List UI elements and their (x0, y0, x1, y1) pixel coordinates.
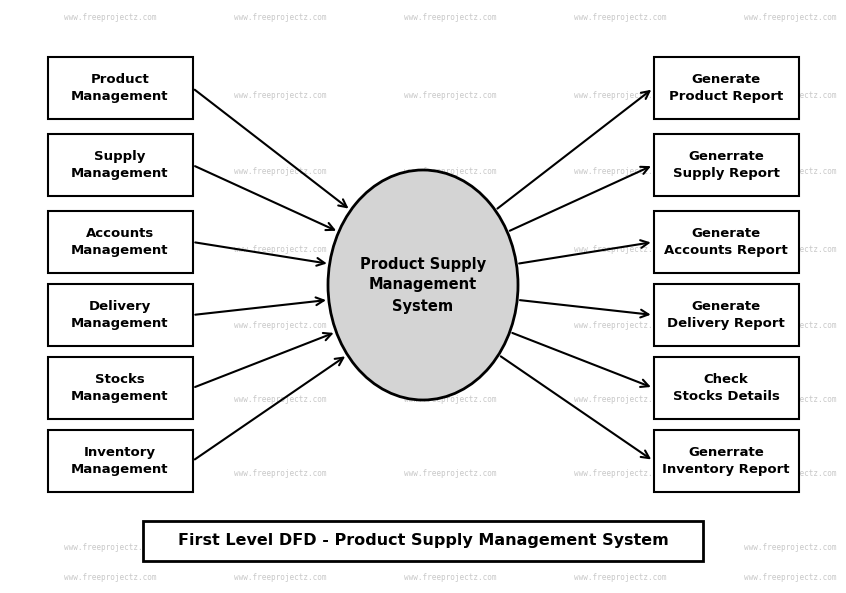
Text: www.freeprojectz.com: www.freeprojectz.com (404, 14, 497, 23)
Text: www.freeprojectz.com: www.freeprojectz.com (574, 321, 667, 330)
Text: www.freeprojectz.com: www.freeprojectz.com (404, 544, 497, 553)
Text: www.freeprojectz.com: www.freeprojectz.com (404, 167, 497, 177)
Text: www.freeprojectz.com: www.freeprojectz.com (63, 14, 157, 23)
Text: www.freeprojectz.com: www.freeprojectz.com (404, 396, 497, 404)
Text: www.freeprojectz.com: www.freeprojectz.com (233, 244, 327, 253)
Text: Accounts
Management: Accounts Management (71, 227, 168, 257)
Text: www.freeprojectz.com: www.freeprojectz.com (574, 167, 667, 177)
Text: Generate
Delivery Report: Generate Delivery Report (667, 300, 785, 330)
Text: www.freeprojectz.com: www.freeprojectz.com (404, 321, 497, 330)
FancyBboxPatch shape (47, 430, 193, 492)
Text: www.freeprojectz.com: www.freeprojectz.com (744, 167, 836, 177)
Text: Generate
Accounts Report: Generate Accounts Report (664, 227, 788, 257)
Text: Product Supply
Management
System: Product Supply Management System (360, 257, 486, 314)
Text: www.freeprojectz.com: www.freeprojectz.com (233, 14, 327, 23)
Text: www.freeprojectz.com: www.freeprojectz.com (63, 244, 157, 253)
Text: www.freeprojectz.com: www.freeprojectz.com (574, 14, 667, 23)
Text: www.freeprojectz.com: www.freeprojectz.com (404, 91, 497, 100)
Text: www.freeprojectz.com: www.freeprojectz.com (574, 91, 667, 100)
Text: www.freeprojectz.com: www.freeprojectz.com (744, 573, 836, 582)
Text: www.freeprojectz.com: www.freeprojectz.com (233, 396, 327, 404)
Text: www.freeprojectz.com: www.freeprojectz.com (744, 544, 836, 553)
FancyBboxPatch shape (143, 521, 703, 561)
Text: www.freeprojectz.com: www.freeprojectz.com (63, 321, 157, 330)
FancyBboxPatch shape (653, 134, 799, 196)
Text: www.freeprojectz.com: www.freeprojectz.com (574, 396, 667, 404)
Text: www.freeprojectz.com: www.freeprojectz.com (744, 321, 836, 330)
FancyBboxPatch shape (47, 357, 193, 419)
FancyBboxPatch shape (653, 284, 799, 346)
FancyBboxPatch shape (653, 357, 799, 419)
FancyBboxPatch shape (47, 134, 193, 196)
Text: www.freeprojectz.com: www.freeprojectz.com (63, 573, 157, 582)
FancyBboxPatch shape (47, 211, 193, 273)
Text: Stocks
Management: Stocks Management (71, 373, 168, 403)
FancyBboxPatch shape (47, 57, 193, 119)
Text: www.freeprojectz.com: www.freeprojectz.com (63, 544, 157, 553)
Text: Generate
Product Report: Generate Product Report (669, 73, 783, 103)
FancyBboxPatch shape (653, 430, 799, 492)
Text: www.freeprojectz.com: www.freeprojectz.com (744, 14, 836, 23)
Text: www.freeprojectz.com: www.freeprojectz.com (233, 544, 327, 553)
Text: www.freeprojectz.com: www.freeprojectz.com (404, 573, 497, 582)
Text: Generrate
Supply Report: Generrate Supply Report (673, 150, 779, 180)
Text: www.freeprojectz.com: www.freeprojectz.com (574, 544, 667, 553)
Text: www.freeprojectz.com: www.freeprojectz.com (404, 470, 497, 479)
Text: www.freeprojectz.com: www.freeprojectz.com (574, 244, 667, 253)
Text: Check
Stocks Details: Check Stocks Details (673, 373, 779, 403)
Text: www.freeprojectz.com: www.freeprojectz.com (63, 396, 157, 404)
Text: www.freeprojectz.com: www.freeprojectz.com (233, 470, 327, 479)
FancyBboxPatch shape (653, 211, 799, 273)
Text: www.freeprojectz.com: www.freeprojectz.com (574, 470, 667, 479)
Text: www.freeprojectz.com: www.freeprojectz.com (233, 167, 327, 177)
Text: www.freeprojectz.com: www.freeprojectz.com (63, 470, 157, 479)
Text: www.freeprojectz.com: www.freeprojectz.com (744, 91, 836, 100)
Text: First Level DFD - Product Supply Management System: First Level DFD - Product Supply Managem… (178, 534, 668, 549)
Text: Supply
Management: Supply Management (71, 150, 168, 180)
Text: www.freeprojectz.com: www.freeprojectz.com (404, 244, 497, 253)
FancyBboxPatch shape (653, 57, 799, 119)
Text: Generrate
Inventory Report: Generrate Inventory Report (662, 446, 790, 476)
Text: www.freeprojectz.com: www.freeprojectz.com (574, 573, 667, 582)
Text: www.freeprojectz.com: www.freeprojectz.com (233, 91, 327, 100)
Text: www.freeprojectz.com: www.freeprojectz.com (744, 244, 836, 253)
FancyBboxPatch shape (47, 284, 193, 346)
Text: www.freeprojectz.com: www.freeprojectz.com (744, 396, 836, 404)
Ellipse shape (328, 170, 518, 400)
Text: www.freeprojectz.com: www.freeprojectz.com (744, 470, 836, 479)
Text: Delivery
Management: Delivery Management (71, 300, 168, 330)
Text: www.freeprojectz.com: www.freeprojectz.com (233, 321, 327, 330)
Text: Inventory
Management: Inventory Management (71, 446, 168, 476)
Text: www.freeprojectz.com: www.freeprojectz.com (233, 573, 327, 582)
Text: Product
Management: Product Management (71, 73, 168, 103)
Text: www.freeprojectz.com: www.freeprojectz.com (63, 167, 157, 177)
Text: www.freeprojectz.com: www.freeprojectz.com (63, 91, 157, 100)
